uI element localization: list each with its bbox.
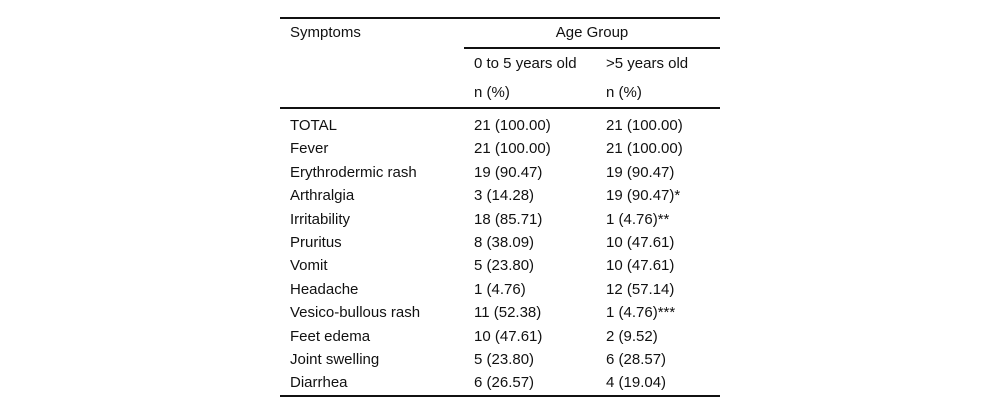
symptom-cell: Headache: [290, 280, 359, 298]
age-0-5-cell: 19 (90.47): [474, 163, 543, 181]
age-over-5-cell: 2 (9.52): [606, 327, 658, 345]
col-header-0-to-5: 0 to 5 years old: [474, 55, 577, 72]
table-row: Pruritus 8 (38.09) 10 (47.61): [280, 231, 720, 254]
symptom-cell: Diarrhea: [290, 374, 348, 392]
symptom-cell: Arthralgia: [290, 187, 355, 205]
unit-header-0-to-5: n (%): [474, 84, 510, 101]
age-0-5-cell: 1 (4.76): [474, 280, 526, 298]
unit-header-over-5: n (%): [606, 84, 642, 101]
age-0-5-cell: 10 (47.61): [474, 327, 543, 345]
table-row: Joint swelling 5 (23.80) 6 (28.57): [280, 348, 720, 371]
age-over-5-cell: 6 (28.57): [606, 350, 667, 368]
age-over-5-cell: 19 (90.47): [606, 163, 675, 181]
table-row: Feet edema 10 (47.61) 2 (9.52): [280, 325, 720, 348]
age-0-5-cell: 5 (23.80): [474, 350, 535, 368]
symptom-cell: Feet edema: [290, 327, 371, 345]
age-0-5-cell: 5 (23.80): [474, 257, 535, 275]
table-row: Fever 21 (100.00) 21 (100.00): [280, 137, 720, 160]
table-row: TOTAL 21 (100.00) 21 (100.00): [280, 114, 720, 137]
age-group-spanner-header: Age Group: [464, 19, 720, 49]
age-0-5-cell: 8 (38.09): [474, 233, 535, 251]
table-row: Vomit 5 (23.80) 10 (47.61): [280, 254, 720, 277]
symptom-cell: Erythrodermic rash: [290, 163, 417, 181]
age-0-5-cell: 3 (14.28): [474, 187, 535, 205]
table-row: Headache 1 (4.76) 12 (57.14): [280, 278, 720, 301]
age-0-5-cell: 6 (26.57): [474, 374, 535, 392]
age-over-5-cell: 1 (4.76)**: [606, 210, 670, 228]
age-over-5-cell: 10 (47.61): [606, 257, 675, 275]
age-0-5-cell: 21 (100.00): [474, 140, 551, 158]
header-row-groups: Symptoms Age Group: [280, 19, 720, 49]
empty-header-cell: [280, 79, 464, 107]
symptom-cell: Irritability: [290, 210, 351, 228]
table-row: Erythrodermic rash 19 (90.47) 19 (90.47): [280, 161, 720, 184]
table-row: Diarrhea 6 (26.57) 4 (19.04): [280, 371, 720, 394]
symptoms-column-header: Symptoms: [290, 24, 361, 41]
age-over-5-cell: 21 (100.00): [606, 117, 683, 134]
age-over-5-cell: 21 (100.00): [606, 140, 683, 158]
symptoms-age-group-table: Symptoms Age Group 0 to 5 years old >5 y…: [280, 17, 720, 397]
table-body: TOTAL 21 (100.00) 21 (100.00) Fever 21 (…: [280, 107, 720, 397]
age-0-5-cell: 11 (52.38): [474, 304, 542, 322]
table-row: Vesico-bullous rash 11 (52.38) 1 (4.76)*…: [280, 301, 720, 324]
age-over-5-cell: 4 (19.04): [606, 374, 667, 392]
symptom-cell: Vomit: [290, 257, 328, 275]
symptom-cell: TOTAL: [290, 117, 337, 134]
table-row: Irritability 18 (85.71) 1 (4.76)**: [280, 208, 720, 231]
symptom-cell: Pruritus: [290, 233, 342, 251]
symptom-cell: Vesico-bullous rash: [290, 304, 421, 322]
symptom-cell: Joint swelling: [290, 350, 380, 368]
age-over-5-cell: 1 (4.76)***: [606, 304, 676, 322]
symptom-cell: Fever: [290, 140, 329, 158]
age-over-5-cell: 10 (47.61): [606, 233, 675, 251]
age-over-5-cell: 12 (57.14): [606, 280, 675, 298]
age-0-5-cell: 18 (85.71): [474, 210, 543, 228]
col-header-over-5: >5 years old: [606, 55, 689, 72]
header-row-subcolumns: 0 to 5 years old >5 years old: [280, 49, 720, 79]
header-row-units: n (%) n (%): [280, 79, 720, 107]
empty-header-cell: [280, 49, 464, 79]
table-row: Arthralgia 3 (14.28) 19 (90.47)*: [280, 184, 720, 207]
age-over-5-cell: 19 (90.47)*: [606, 187, 681, 205]
age-0-5-cell: 21 (100.00): [474, 117, 551, 134]
